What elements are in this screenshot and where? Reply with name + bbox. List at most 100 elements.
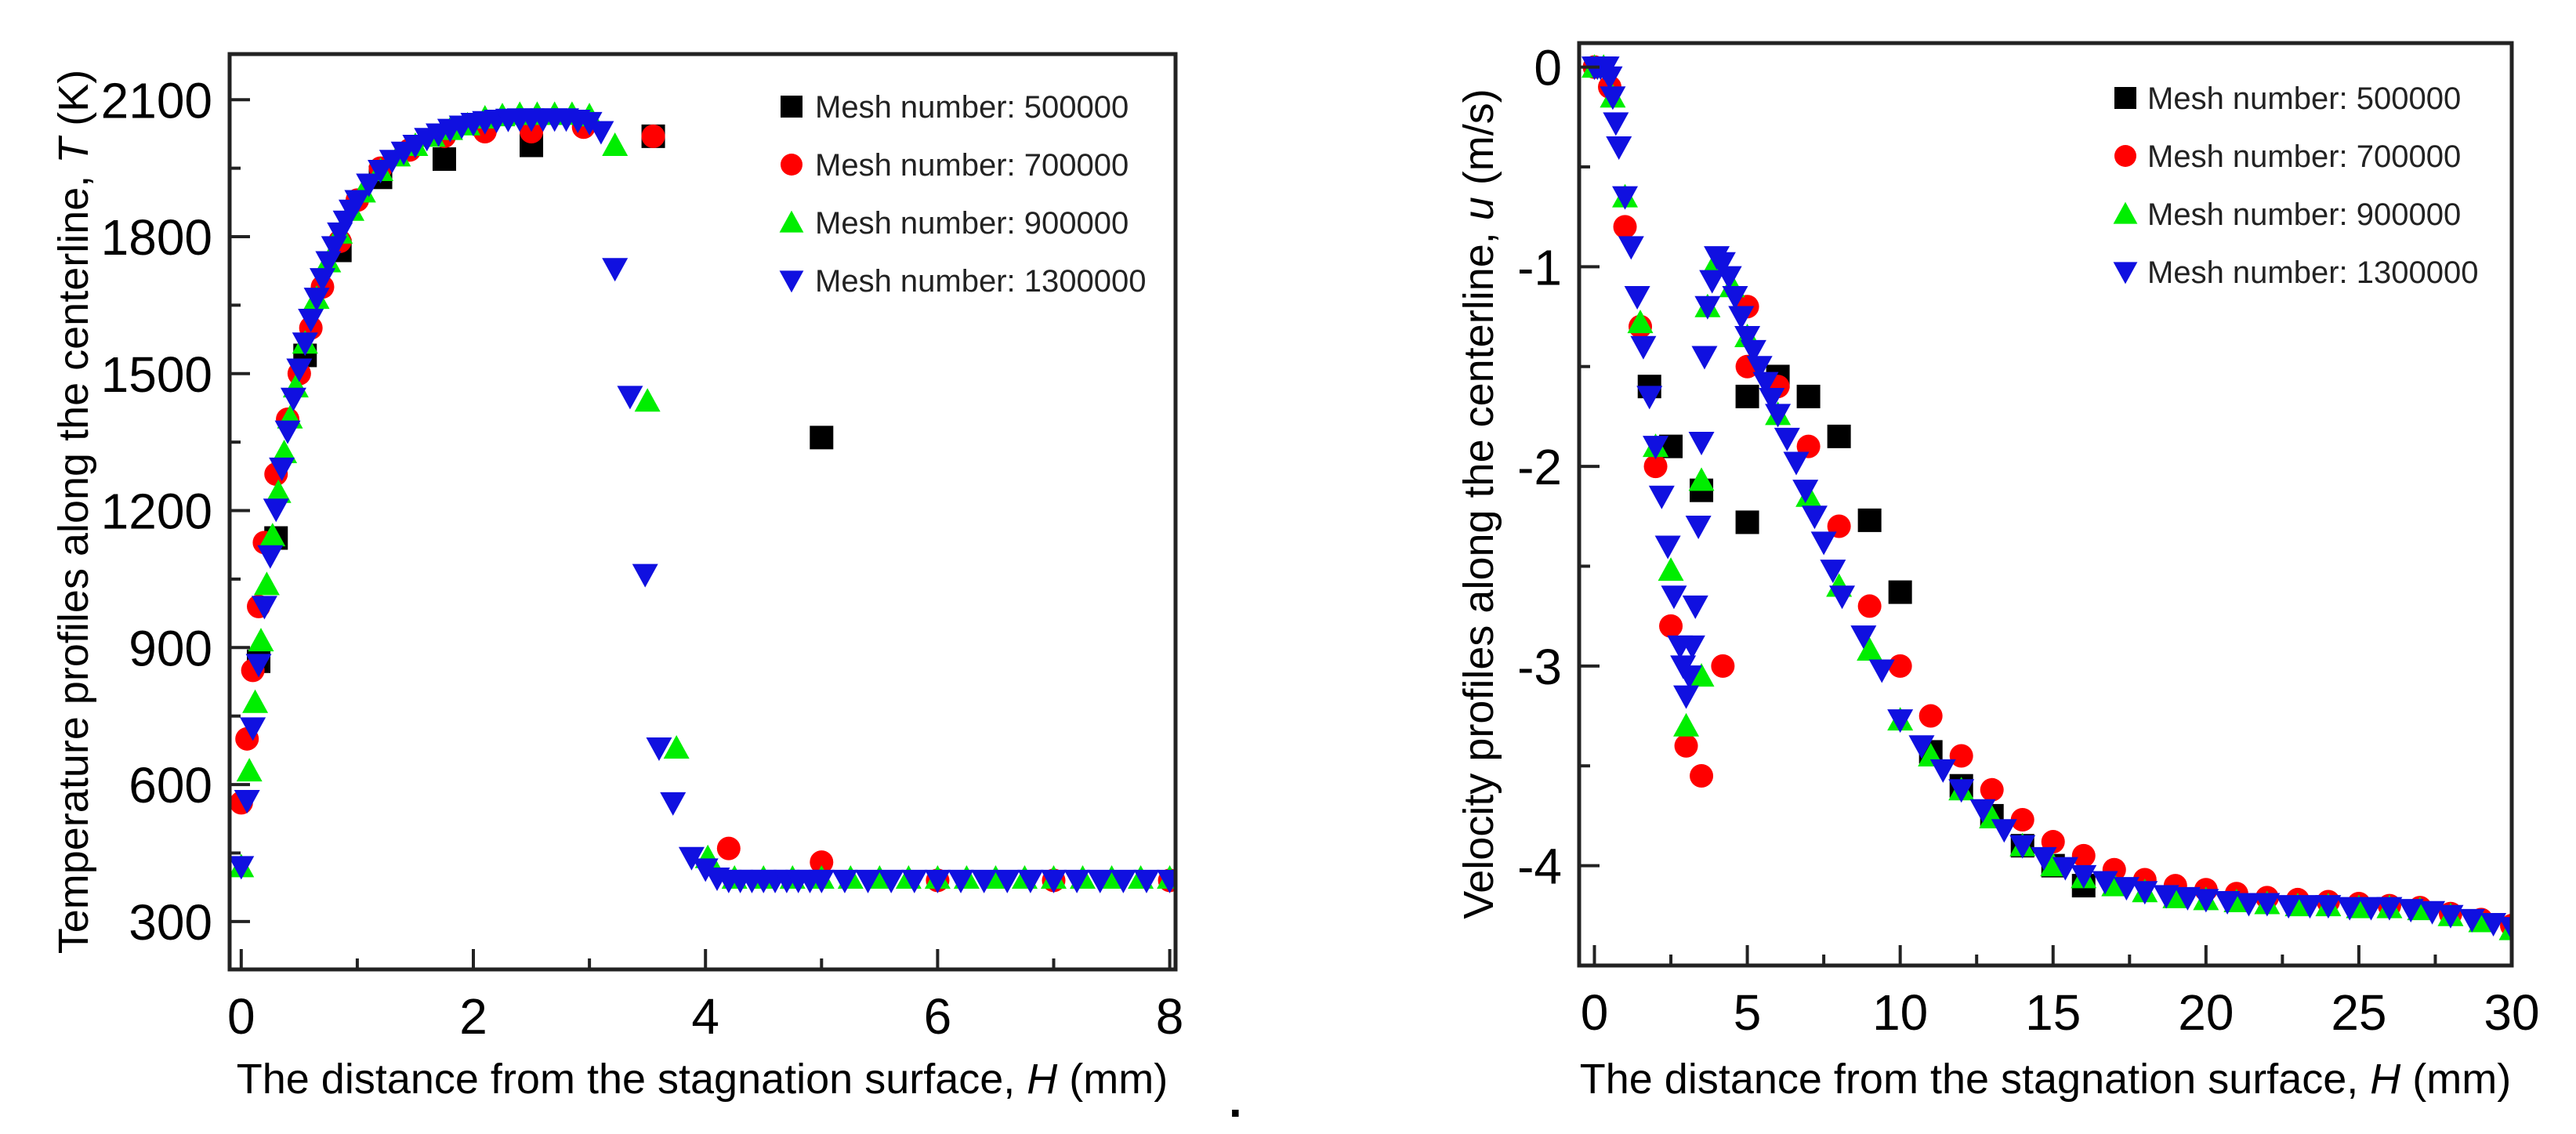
data-point	[1868, 659, 1895, 683]
data-point	[230, 856, 255, 880]
legend-item: Mesh number: 500000	[2114, 82, 2461, 116]
data-point	[303, 288, 330, 312]
data-point	[1600, 86, 1626, 111]
legend-marker-square-icon	[781, 96, 803, 118]
data-point	[1676, 665, 1702, 690]
y-tick-label: 2100	[101, 72, 212, 129]
data-point	[2498, 917, 2512, 941]
temperature-data-points	[230, 101, 1176, 893]
data-point	[1691, 346, 1718, 370]
data-point	[1829, 585, 1856, 610]
y-tick-label: 1800	[101, 209, 212, 266]
data-point	[678, 846, 705, 871]
data-point	[1658, 557, 1684, 581]
data-point	[1801, 505, 1828, 530]
data-point	[432, 147, 456, 171]
data-point	[810, 850, 834, 875]
data-point	[240, 717, 266, 741]
data-point	[1991, 819, 2017, 843]
data-point	[1827, 424, 1851, 448]
data-point	[810, 426, 834, 450]
velocity-legend: Mesh number: 500000 Mesh number: 700000 Me…	[2113, 82, 2479, 290]
data-point	[2458, 908, 2485, 933]
data-point	[1643, 436, 1669, 460]
temperature-axis-ticks: 0 2 4 6 8 300 600 900 1200 1500 1800 2100	[101, 72, 1184, 1045]
data-point	[1888, 580, 1912, 604]
x-tick-label: 25	[2331, 984, 2386, 1041]
data-point	[1659, 614, 1683, 638]
data-point	[1110, 869, 1136, 893]
data-point	[242, 689, 269, 713]
y-tick-label: 900	[129, 620, 212, 676]
velocity-y-axis-title: Velocity profiles along the centerline, …	[1455, 89, 1502, 919]
data-point	[1630, 335, 1657, 360]
legend-marker-triangle-down-icon	[2113, 262, 2138, 284]
data-point	[1674, 734, 1698, 758]
legend-label: Mesh number: 700000	[2147, 139, 2461, 174]
legend-item: Mesh number: 1300000	[779, 264, 1147, 299]
data-point	[1765, 404, 1792, 428]
data-point	[1734, 326, 1761, 350]
data-point	[263, 498, 289, 523]
data-point	[1685, 516, 1712, 540]
data-point	[632, 563, 658, 588]
data-point	[269, 457, 295, 481]
data-point	[2193, 889, 2219, 913]
separator-period: .	[1229, 1074, 1242, 1127]
data-point	[2174, 886, 2201, 911]
data-point	[280, 387, 306, 411]
data-point	[309, 268, 335, 292]
data-point	[1063, 869, 1090, 893]
data-point	[994, 869, 1020, 893]
data-point	[271, 440, 298, 464]
data-point	[1949, 744, 1973, 768]
data-point	[576, 111, 603, 136]
data-point	[1618, 236, 1644, 260]
data-point	[236, 758, 263, 782]
velocity-data-points	[1581, 54, 2512, 941]
x-tick-label: 15	[2025, 984, 2081, 1041]
data-point	[1752, 371, 1779, 396]
legend-item: Mesh number: 900000	[2113, 197, 2461, 232]
data-point	[251, 596, 277, 620]
data-point	[2132, 881, 2158, 905]
data-point	[588, 121, 614, 145]
x-tick-label: 0	[1581, 984, 1609, 1041]
data-point	[1948, 779, 1975, 803]
data-point	[1888, 654, 1912, 678]
data-point	[971, 869, 998, 893]
data-point	[2376, 897, 2403, 921]
data-point	[1040, 869, 1067, 893]
data-point	[1759, 387, 1785, 411]
data-point	[1969, 799, 1996, 823]
data-point	[2437, 904, 2464, 929]
data-point	[1722, 286, 1748, 310]
x-tick-label: 2	[459, 988, 487, 1045]
data-point	[878, 869, 904, 893]
data-point	[265, 479, 292, 503]
velocity-axis-ticks: 0 5 10 15 20 25 30 0 -1 -2 -3 -4	[1517, 40, 2540, 1041]
data-point	[2315, 895, 2342, 919]
data-point	[1627, 310, 1654, 334]
data-point	[1648, 485, 1675, 509]
data-point	[1613, 215, 1637, 239]
data-point	[1735, 384, 1759, 408]
data-point	[1596, 66, 1623, 90]
data-point	[1716, 266, 1742, 290]
data-point	[1087, 869, 1114, 893]
data-point	[1887, 709, 1914, 734]
data-point	[1773, 427, 1800, 451]
y-tick-label: -4	[1517, 839, 1562, 895]
x-tick-label: 8	[1156, 988, 1184, 1045]
data-point	[1688, 467, 1715, 491]
data-point	[368, 160, 394, 184]
data-point	[356, 173, 382, 197]
x-tick-label: 6	[924, 988, 952, 1045]
data-point	[1643, 455, 1668, 479]
data-point	[1157, 869, 1176, 893]
legend-label: Mesh number: 900000	[2147, 197, 2461, 232]
data-point	[1682, 595, 1708, 619]
data-point	[2397, 899, 2424, 923]
data-point	[2358, 897, 2385, 921]
legend-label: Mesh number: 700000	[815, 148, 1129, 183]
